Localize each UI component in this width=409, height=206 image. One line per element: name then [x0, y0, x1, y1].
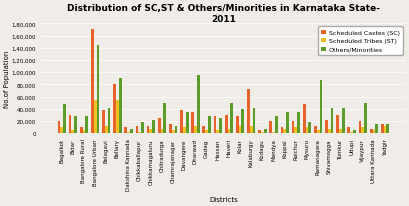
Bar: [352, 131, 355, 134]
Bar: [127, 132, 130, 134]
Bar: [146, 126, 149, 134]
Bar: [80, 128, 82, 134]
Bar: [349, 132, 352, 134]
X-axis label: Districts: Districts: [209, 196, 237, 202]
Bar: [163, 103, 166, 134]
Bar: [346, 128, 349, 134]
Bar: [285, 112, 288, 134]
Bar: [124, 128, 127, 134]
Bar: [202, 126, 205, 134]
Bar: [316, 131, 319, 134]
Bar: [305, 128, 308, 134]
Bar: [335, 116, 338, 134]
Bar: [386, 125, 388, 134]
Bar: [157, 119, 160, 134]
Legend: Scheduled Castes (SC), Scheduled Tribes (ST), Others/Minorities: Scheduled Castes (SC), Scheduled Tribes …: [317, 27, 402, 56]
Bar: [119, 79, 121, 134]
Bar: [224, 116, 227, 134]
Bar: [71, 131, 74, 134]
Bar: [358, 122, 360, 134]
Bar: [372, 131, 374, 134]
Bar: [96, 46, 99, 134]
Bar: [241, 109, 244, 134]
Bar: [235, 117, 238, 134]
Bar: [82, 131, 85, 134]
Bar: [269, 122, 272, 134]
Bar: [196, 76, 199, 134]
Bar: [369, 129, 372, 134]
Y-axis label: No.of Population: No.of Population: [4, 50, 10, 108]
Bar: [374, 125, 377, 134]
Bar: [105, 126, 108, 134]
Bar: [308, 123, 310, 134]
Bar: [327, 129, 330, 134]
Bar: [180, 111, 182, 134]
Bar: [169, 125, 171, 134]
Bar: [249, 126, 252, 134]
Bar: [383, 126, 386, 134]
Bar: [363, 103, 366, 134]
Bar: [94, 100, 96, 134]
Bar: [238, 126, 241, 134]
Bar: [138, 132, 141, 134]
Bar: [291, 122, 294, 134]
Bar: [207, 117, 210, 134]
Bar: [319, 80, 321, 134]
Bar: [283, 129, 285, 134]
Bar: [171, 131, 174, 134]
Bar: [360, 128, 363, 134]
Bar: [185, 112, 188, 134]
Bar: [108, 108, 110, 134]
Bar: [258, 131, 261, 134]
Bar: [263, 129, 266, 134]
Bar: [152, 120, 155, 134]
Bar: [297, 112, 299, 134]
Bar: [60, 128, 63, 134]
Bar: [191, 112, 193, 134]
Bar: [280, 128, 283, 134]
Bar: [302, 105, 305, 134]
Bar: [160, 129, 163, 134]
Bar: [182, 128, 185, 134]
Bar: [324, 120, 327, 134]
Title: Distribution of SC,ST & Others/Minorities in Karnataka State-
2011: Distribution of SC,ST & Others/Minoritie…: [67, 4, 379, 23]
Bar: [330, 108, 333, 134]
Bar: [313, 126, 316, 134]
Bar: [261, 132, 263, 134]
Bar: [341, 108, 344, 134]
Bar: [63, 105, 66, 134]
Bar: [85, 117, 88, 134]
Bar: [227, 129, 230, 134]
Bar: [74, 117, 77, 134]
Bar: [338, 129, 341, 134]
Bar: [113, 85, 116, 134]
Bar: [57, 122, 60, 134]
Bar: [274, 117, 277, 134]
Bar: [91, 30, 94, 134]
Bar: [205, 131, 207, 134]
Bar: [230, 103, 233, 134]
Bar: [68, 116, 71, 134]
Bar: [130, 129, 133, 134]
Bar: [216, 131, 219, 134]
Bar: [102, 111, 105, 134]
Bar: [252, 108, 255, 134]
Bar: [135, 126, 138, 134]
Bar: [294, 128, 297, 134]
Bar: [380, 125, 383, 134]
Bar: [219, 119, 221, 134]
Bar: [174, 126, 177, 134]
Bar: [149, 129, 152, 134]
Bar: [247, 90, 249, 134]
Bar: [141, 123, 144, 134]
Bar: [193, 126, 196, 134]
Bar: [272, 132, 274, 134]
Bar: [213, 117, 216, 134]
Bar: [116, 100, 119, 134]
